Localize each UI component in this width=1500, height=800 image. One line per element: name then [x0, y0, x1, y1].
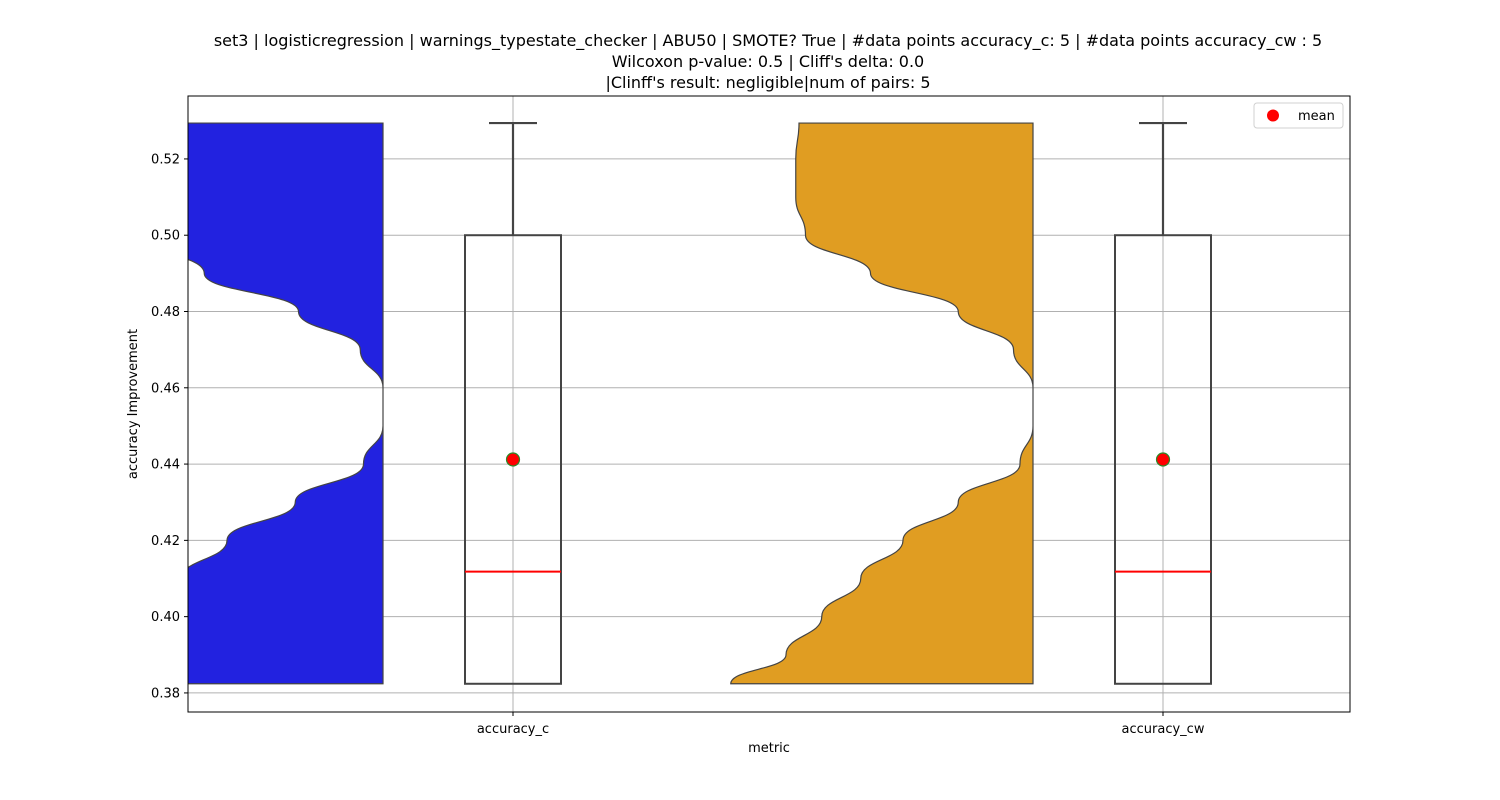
legend: mean [1253, 102, 1344, 129]
x-tick-label-accuracy_c: accuracy_c [477, 722, 549, 737]
title-line-3: |Clinff's result: negligible|num of pair… [605, 73, 930, 92]
plot-area [188, 121, 1212, 685]
plot-frame [187, 95, 1351, 713]
x-axis: accuracy_c accuracy_cw [477, 712, 1205, 737]
y-tick-label: 0.38 [151, 686, 180, 701]
boxplot-accuracy_c [464, 121, 562, 685]
y-tick-label: 0.44 [151, 458, 180, 473]
legend-box [1253, 102, 1344, 129]
y-axis-label: accuracy Improvement [126, 329, 141, 479]
title-line-1: set3 | logisticregression | warnings_typ… [214, 31, 1322, 51]
mean-marker-accuracy_c [505, 452, 521, 467]
legend-label-mean: mean [1298, 109, 1335, 124]
y-tick-label: 0.50 [151, 229, 180, 244]
y-tick-label: 0.40 [151, 610, 180, 625]
mean-marker-accuracy_cw [1155, 452, 1171, 467]
title-line-2: Wilcoxon p-value: 0.5 | Cliff's delta: 0… [612, 52, 924, 71]
x-tick-label-accuracy_cw: accuracy_cw [1122, 722, 1205, 737]
chart-title: set3 | logisticregression | warnings_typ… [214, 31, 1322, 92]
violin-accuracy_cw [730, 122, 1034, 685]
y-tick-label: 0.46 [151, 381, 180, 396]
x-axis-label: metric [748, 741, 790, 756]
y-tick-label: 0.42 [151, 534, 180, 549]
y-tick-label: 0.52 [151, 152, 180, 167]
y-tick-label: 0.48 [151, 305, 180, 320]
boxplot-accuracy_cw [1114, 121, 1212, 685]
legend-marker-mean [1267, 109, 1279, 122]
y-axis: 0.38 0.40 0.42 0.44 0.46 0.48 0.50 0.52 [151, 152, 188, 701]
violin-accuracy_c [188, 122, 384, 685]
